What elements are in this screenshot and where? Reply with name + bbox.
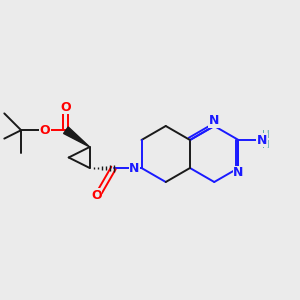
Polygon shape xyxy=(64,127,90,147)
Text: H: H xyxy=(262,140,270,150)
Text: O: O xyxy=(91,189,102,202)
Text: O: O xyxy=(61,101,71,114)
Text: N: N xyxy=(257,134,268,146)
Text: O: O xyxy=(40,124,50,137)
Text: N: N xyxy=(209,115,219,128)
Text: N: N xyxy=(129,161,140,175)
Text: H: H xyxy=(262,130,270,140)
Text: N: N xyxy=(233,167,244,179)
